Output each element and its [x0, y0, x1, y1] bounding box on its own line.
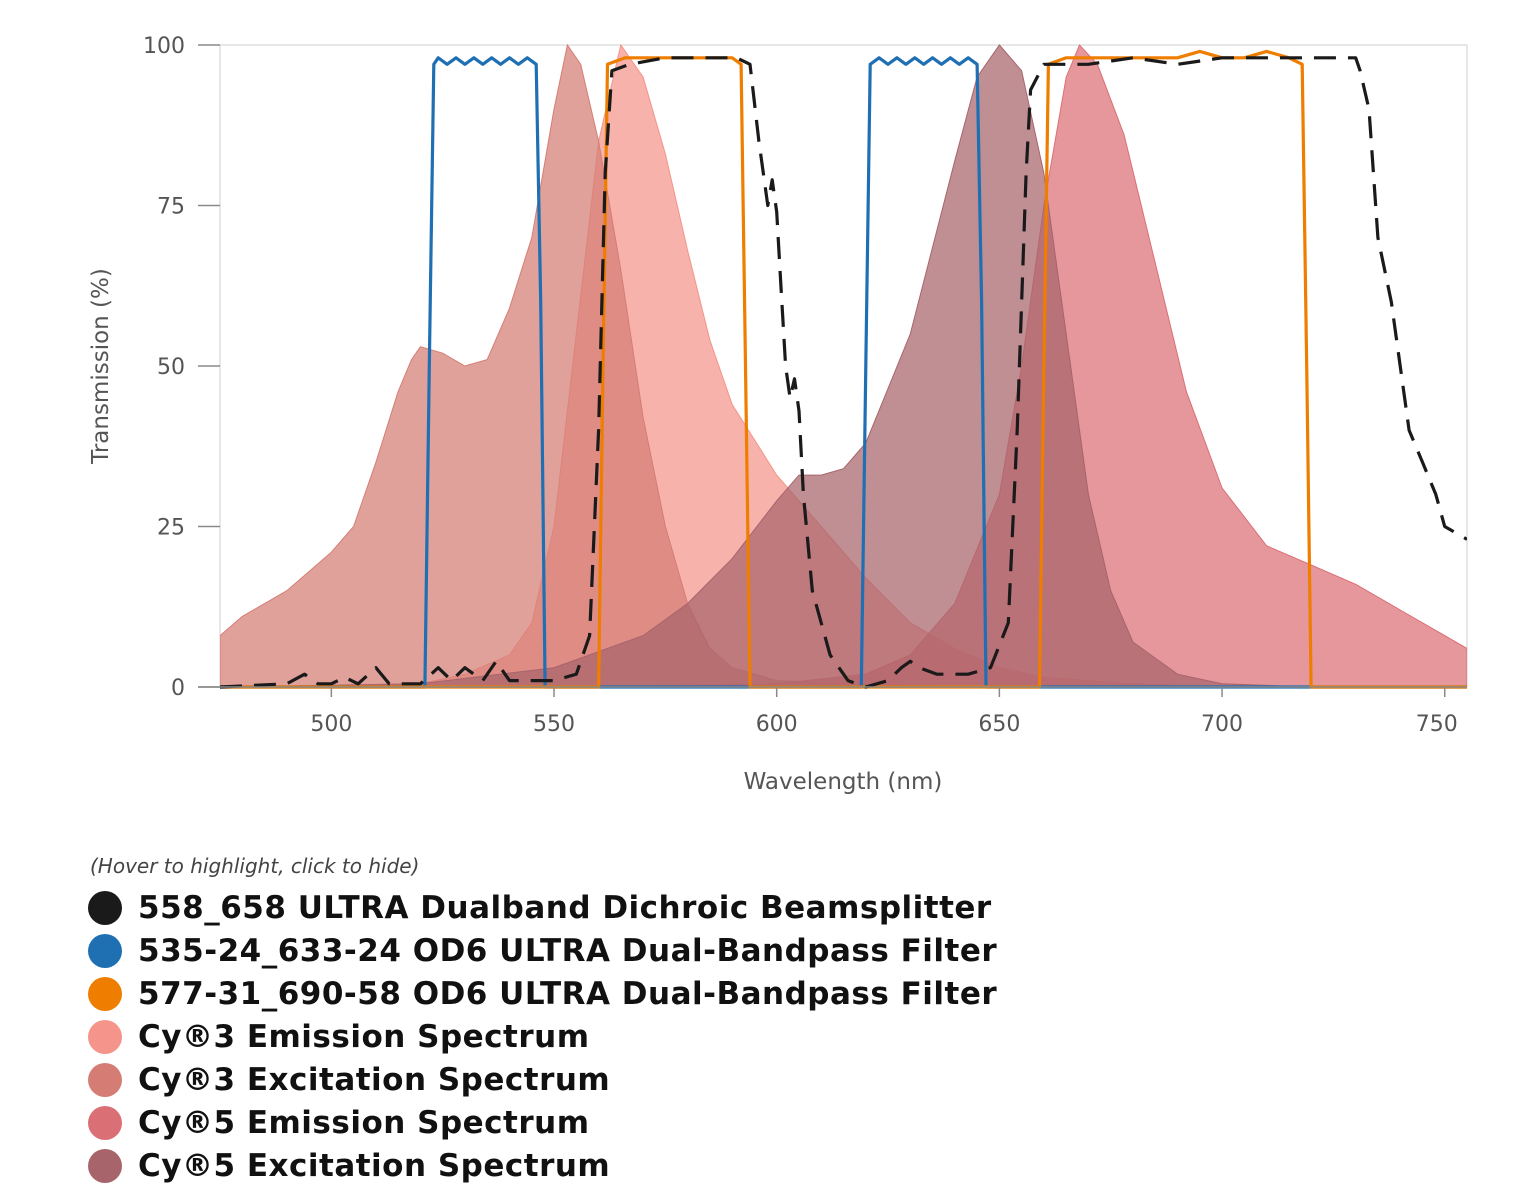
x-tick-label: 750 — [1416, 712, 1458, 737]
legend-swatch-icon — [88, 1148, 122, 1183]
x-tick-label: 550 — [533, 712, 575, 737]
legend-label: Cy®5 Emission Spectrum — [138, 1104, 590, 1141]
y-axis-title: Transmission (%) — [88, 268, 114, 465]
legend-item[interactable]: 558_658 ULTRA Dualband Dichroic Beamspli… — [88, 886, 997, 929]
legend-swatch-icon — [88, 1062, 122, 1097]
legend-label: Cy®3 Emission Spectrum — [138, 1018, 590, 1055]
legend-swatch-icon — [88, 976, 122, 1011]
legend-item[interactable]: 535-24_633-24 OD6 ULTRA Dual-Bandpass Fi… — [88, 929, 997, 972]
y-tick-label: 25 — [157, 516, 185, 541]
series-area-6[interactable] — [220, 44, 1467, 688]
legend-item[interactable]: 577-31_690-58 OD6 ULTRA Dual-Bandpass Fi… — [88, 972, 997, 1015]
x-tick-label: 500 — [310, 712, 352, 737]
x-tick-label: 650 — [978, 712, 1020, 737]
legend-item[interactable]: Cy®3 Emission Spectrum — [88, 1015, 997, 1058]
legend-hint: (Hover to highlight, click to hide) — [90, 854, 420, 878]
legend-swatch-icon — [88, 1105, 122, 1140]
series-line-0[interactable] — [220, 56, 1467, 689]
y-tick-label: 0 — [171, 676, 185, 701]
legend-label: 535-24_633-24 OD6 ULTRA Dual-Bandpass Fi… — [138, 932, 998, 969]
legend-swatch-icon — [88, 890, 122, 925]
legend-label: Cy®5 Excitation Spectrum — [138, 1147, 611, 1184]
y-tick-label: 50 — [157, 355, 185, 380]
y-tick-label: 100 — [143, 34, 185, 59]
legend-label: Cy®3 Excitation Spectrum — [138, 1061, 611, 1098]
x-tick-label: 700 — [1201, 712, 1243, 737]
spectra-chart: 0 25 50 75 100 500 550 600 650 700 750 Wavelength … — [88, 34, 1468, 795]
x-tick-label: 600 — [756, 712, 798, 737]
legend-item[interactable]: Cy®5 Excitation Spectrum — [88, 1144, 997, 1187]
legend-swatch-icon — [88, 933, 122, 968]
y-tick-label: 75 — [157, 195, 185, 220]
legend-item[interactable]: Cy®3 Excitation Spectrum — [88, 1058, 997, 1101]
legend-item[interactable]: Cy®5 Emission Spectrum — [88, 1101, 997, 1144]
legend: (Hover to highlight, click to hide) 558_… — [88, 852, 997, 1187]
x-axis-title: Wavelength (nm) — [744, 769, 943, 795]
legend-label: 558_658 ULTRA Dualband Dichroic Beamspli… — [138, 889, 992, 926]
legend-swatch-icon — [88, 1019, 122, 1054]
legend-label: 577-31_690-58 OD6 ULTRA Dual-Bandpass Fi… — [138, 975, 998, 1012]
